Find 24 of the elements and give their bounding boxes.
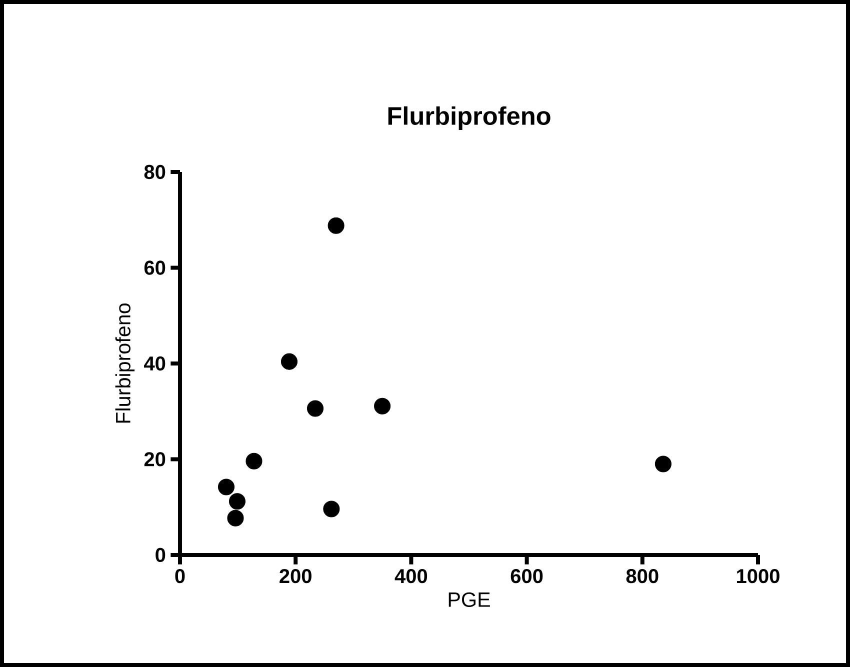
x-tick-label: 600 <box>510 569 543 584</box>
y-tick-label: 80 <box>144 164 166 180</box>
point <box>228 493 246 510</box>
chart-title: Flurbiprofeno <box>388 106 550 130</box>
x-axis-title: PGE <box>448 592 490 607</box>
y-axis-title: Flurbiprofeno <box>115 304 135 423</box>
y-tick-label: 40 <box>144 356 166 371</box>
y-tick-label: 20 <box>144 452 166 466</box>
point <box>374 398 391 414</box>
x-tick-label: 800 <box>626 569 658 584</box>
point <box>328 217 344 234</box>
x-tick-label: 200 <box>280 569 312 584</box>
x-tick-label: 1000 <box>737 569 780 584</box>
point <box>246 452 262 470</box>
point <box>654 456 672 472</box>
point <box>323 500 340 518</box>
point <box>280 353 298 370</box>
y-tick-label: 60 <box>144 260 166 275</box>
x-tick-label: 0 <box>175 569 185 584</box>
point <box>306 400 324 417</box>
y-tick-label: 0 <box>156 548 166 562</box>
point <box>227 510 244 526</box>
x-tick-label: 400 <box>394 569 428 584</box>
point <box>218 478 235 496</box>
